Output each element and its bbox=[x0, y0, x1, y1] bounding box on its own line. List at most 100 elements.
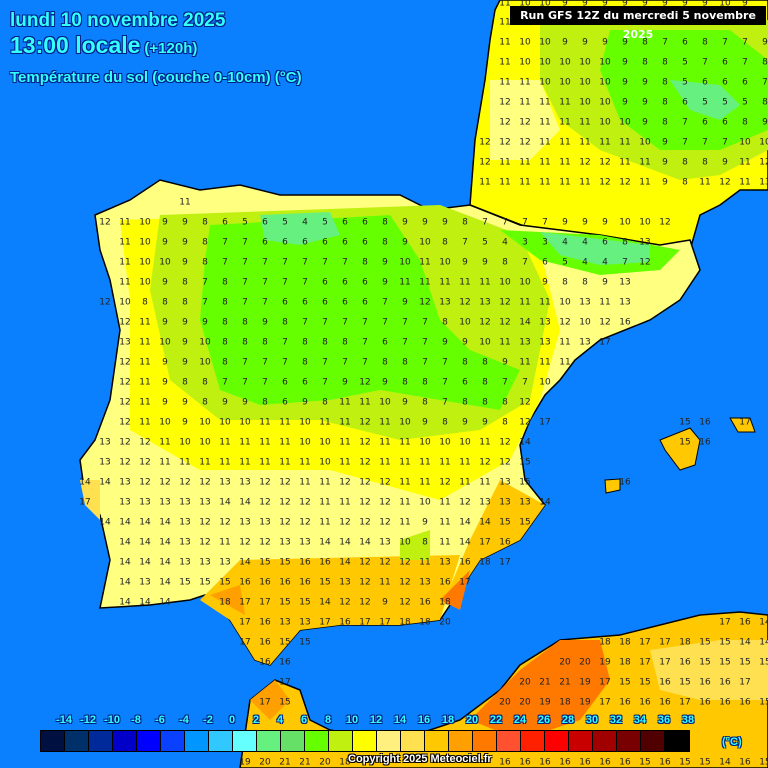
grid-value: 7 bbox=[382, 317, 388, 328]
grid-value: 9 bbox=[382, 257, 388, 268]
grid-value: 10 bbox=[399, 537, 411, 548]
grid-value: 11 bbox=[139, 317, 151, 328]
grid-value: 11 bbox=[279, 437, 291, 448]
grid-value: 10 bbox=[179, 437, 191, 448]
grid-value: 12 bbox=[279, 517, 291, 528]
grid-value: 7 bbox=[722, 37, 728, 48]
grid-value: 7 bbox=[462, 237, 468, 248]
grid-value: 12 bbox=[439, 477, 451, 488]
grid-value: 17 bbox=[599, 677, 611, 688]
grid-value: 10 bbox=[159, 417, 171, 428]
grid-value: 7 bbox=[342, 317, 348, 328]
grid-value: 6 bbox=[342, 297, 348, 308]
grid-value: 11 bbox=[319, 497, 331, 508]
grid-value: 11 bbox=[599, 297, 611, 308]
grid-value: 7 bbox=[222, 257, 228, 268]
grid-value: 15 bbox=[759, 657, 768, 668]
north-africa-landmass bbox=[239, 611, 768, 768]
grid-value: 14 bbox=[119, 577, 131, 588]
grid-value: 16 bbox=[459, 557, 471, 568]
grid-value: 8 bbox=[202, 217, 208, 228]
grid-value: 15 bbox=[639, 757, 651, 768]
grid-value: 16 bbox=[279, 577, 291, 588]
grid-value: 9 bbox=[662, 137, 668, 148]
grid-value: 17 bbox=[679, 697, 691, 708]
grid-value: 4 bbox=[602, 257, 608, 268]
grid-value: 12 bbox=[299, 497, 311, 508]
grid-value: 13 bbox=[219, 557, 231, 568]
grid-value: 9 bbox=[582, 37, 588, 48]
grid-value: 20 bbox=[519, 697, 531, 708]
grid-value: 11 bbox=[339, 417, 351, 428]
grid-value: 12 bbox=[359, 497, 371, 508]
grid-value: 17 bbox=[239, 637, 251, 648]
grid-value: 13 bbox=[439, 557, 451, 568]
grid-value: 8 bbox=[482, 357, 488, 368]
grid-value: 12 bbox=[399, 557, 411, 568]
grid-value: 7 bbox=[442, 357, 448, 368]
grid-value: 9 bbox=[462, 417, 468, 428]
forecast-time-label: 13:00 locale bbox=[10, 32, 141, 58]
grid-value: 8 bbox=[442, 237, 448, 248]
grid-value: 16 bbox=[699, 697, 711, 708]
grid-value: 4 bbox=[582, 237, 588, 248]
grid-value: 8 bbox=[702, 157, 708, 168]
grid-value: 9 bbox=[342, 377, 348, 388]
grid-value: 6 bbox=[282, 297, 288, 308]
grid-value: 14 bbox=[139, 517, 151, 528]
grid-value: 9 bbox=[162, 237, 168, 248]
grid-value: 11 bbox=[459, 277, 471, 288]
grid-value: 20 bbox=[519, 677, 531, 688]
grid-value: 16 bbox=[659, 697, 671, 708]
grid-value: 9 bbox=[302, 397, 308, 408]
grid-value: 16 bbox=[259, 617, 271, 628]
grid-value: 17 bbox=[459, 577, 471, 588]
grid-value: 10 bbox=[579, 97, 591, 108]
grid-value: 7 bbox=[242, 257, 248, 268]
grid-value: 16 bbox=[239, 577, 251, 588]
grid-value: 20 bbox=[559, 657, 571, 668]
grid-value: 11 bbox=[199, 457, 211, 468]
grid-value: 8 bbox=[182, 277, 188, 288]
grid-value: 13 bbox=[259, 517, 271, 528]
grid-value: 10 bbox=[639, 217, 651, 228]
legend-swatch bbox=[569, 731, 593, 751]
grid-value: 8 bbox=[482, 377, 488, 388]
grid-value: 11 bbox=[519, 357, 531, 368]
grid-value: 11 bbox=[499, 37, 511, 48]
grid-value: 12 bbox=[119, 377, 131, 388]
grid-value: 14 bbox=[159, 517, 171, 528]
grid-value: 11 bbox=[319, 417, 331, 428]
grid-value: 11 bbox=[539, 117, 551, 128]
grid-value: 11 bbox=[499, 337, 511, 348]
grid-value: 8 bbox=[682, 177, 688, 188]
grid-value: 14 bbox=[539, 497, 551, 508]
grid-value: 13 bbox=[419, 577, 431, 588]
grid-value: 9 bbox=[422, 217, 428, 228]
grid-value: 11 bbox=[339, 497, 351, 508]
grid-value: 7 bbox=[202, 277, 208, 288]
grid-value: 5 bbox=[702, 97, 708, 108]
legend-unit: (°C) bbox=[722, 736, 742, 748]
grid-value: 12 bbox=[359, 517, 371, 528]
grid-value: 15 bbox=[719, 637, 731, 648]
grid-value: 5 bbox=[482, 237, 488, 248]
copyright: Copyright 2025 Meteociel.fr bbox=[348, 753, 492, 765]
grid-value: 12 bbox=[119, 357, 131, 368]
grid-value: 12 bbox=[279, 477, 291, 488]
grid-value: 7 bbox=[262, 297, 268, 308]
color-legend bbox=[40, 730, 690, 752]
grid-value: 11 bbox=[139, 357, 151, 368]
grid-value: 9 bbox=[742, 0, 748, 9]
grid-value: 12 bbox=[219, 517, 231, 528]
legend-tick-label: 24 bbox=[513, 714, 527, 726]
grid-value: 7 bbox=[322, 377, 328, 388]
grid-value: 14 bbox=[119, 517, 131, 528]
legend-tick-label: 26 bbox=[537, 714, 551, 726]
grid-value: 21 bbox=[559, 677, 571, 688]
grid-value: 10 bbox=[139, 237, 151, 248]
grid-value: 13 bbox=[279, 537, 291, 548]
legend-swatch bbox=[65, 731, 89, 751]
grid-value: 7 bbox=[682, 137, 688, 148]
grid-value: 5 bbox=[242, 217, 248, 228]
